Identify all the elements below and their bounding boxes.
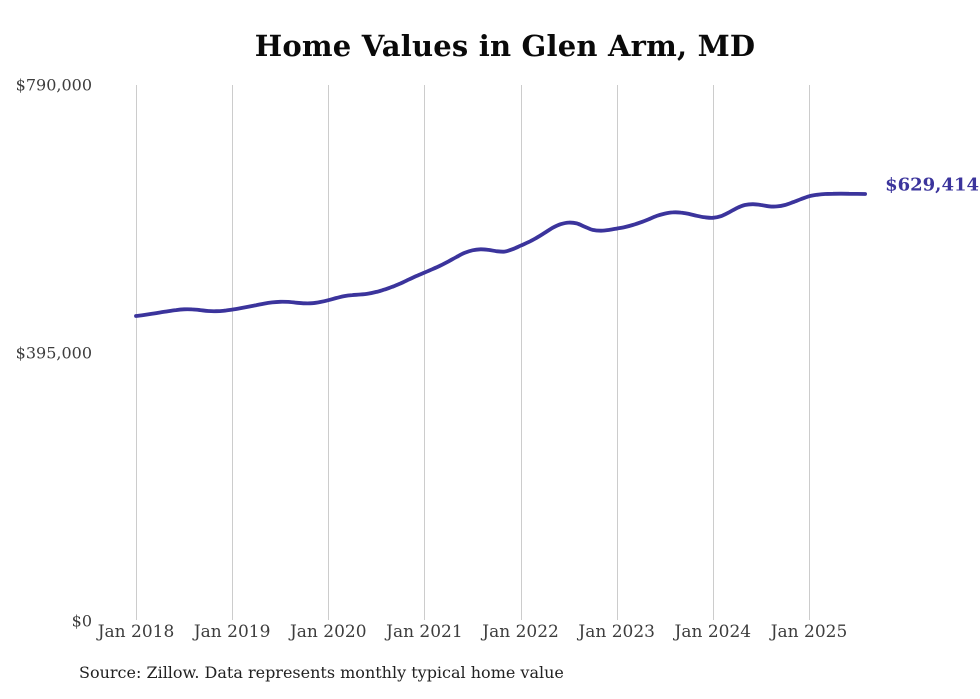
x-tick-jan-2023: Jan 2023	[578, 622, 655, 642]
x-tick-jan-2018: Jan 2018	[97, 622, 175, 642]
source-note: Source: Zillow. Data represents monthly …	[79, 663, 564, 682]
y-tick-790000: $790,000	[15, 75, 92, 95]
home-value-line	[134, 191, 867, 318]
x-tick-jan-2020: Jan 2020	[289, 622, 367, 642]
x-tick-jan-2025: Jan 2025	[770, 622, 848, 642]
x-tick-jan-2019: Jan 2019	[193, 622, 271, 642]
y-tick-0: $0	[71, 611, 92, 631]
chart-title: Home Values in Glen Arm, MD	[254, 29, 756, 63]
x-tick-jan-2024: Jan 2024	[674, 622, 752, 642]
latest-value-label: $629,414	[885, 174, 980, 196]
x-tick-jan-2021: Jan 2021	[386, 622, 463, 642]
y-tick-395000: $395,000	[15, 343, 92, 363]
x-tick-jan-2022: Jan 2022	[482, 622, 559, 642]
